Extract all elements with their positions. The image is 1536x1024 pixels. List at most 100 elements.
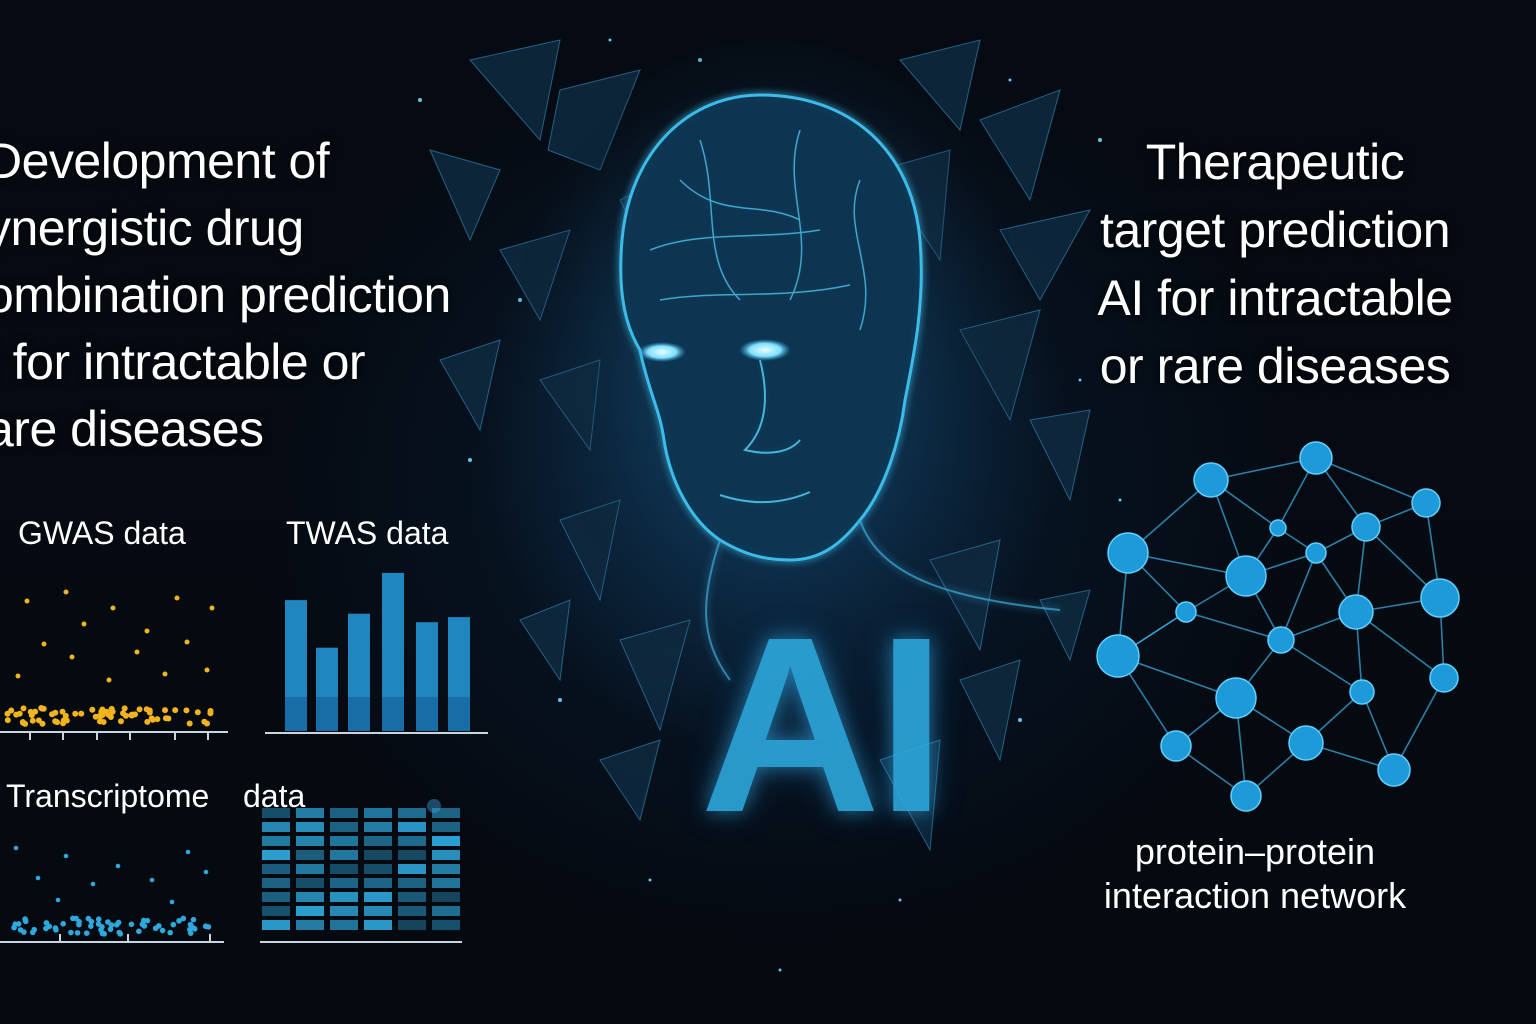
transcriptome-point: [60, 920, 66, 927]
gwas-point: [52, 718, 59, 725]
gwas-point: [144, 718, 151, 725]
gwas-point: [99, 706, 106, 713]
transcriptome-point: [68, 929, 74, 936]
transcriptome-point: [52, 925, 59, 931]
network-node: [1299, 441, 1333, 475]
transcriptome-point: [99, 924, 105, 930]
transcriptome-point: [203, 869, 209, 875]
gwas-point: [16, 710, 23, 717]
transcriptome-point: [63, 853, 69, 859]
gwas-point: [41, 641, 47, 647]
gwas-point: [69, 654, 75, 660]
gwas-point: [120, 710, 127, 717]
transcriptome-point: [85, 915, 92, 922]
heatmap-cell: [432, 906, 460, 916]
network-node: [1269, 519, 1287, 537]
transcriptome-point: [55, 897, 61, 903]
gwas-point: [146, 709, 153, 716]
transcriptome-point: [31, 926, 38, 933]
heatmap-cell: [398, 822, 426, 832]
heatmap-cell: [296, 906, 324, 916]
transcriptome-point: [159, 927, 166, 934]
heatmap-cell: [398, 864, 426, 874]
left-title-line: I for intractable or: [0, 334, 366, 390]
gwas-point: [72, 710, 79, 717]
network-node: [1215, 677, 1257, 719]
right-title-line: AI for intractable: [1097, 270, 1453, 326]
heatmap-cell: [296, 836, 324, 846]
ppi-network: [1096, 441, 1460, 812]
transcriptome-point: [83, 930, 90, 936]
transcriptome-point: [149, 877, 155, 883]
left-title-line: ombination prediction: [0, 267, 451, 323]
heatmap-cell: [330, 906, 358, 916]
gwas-point: [15, 673, 21, 679]
transcriptome-label: Transcriptome: [6, 778, 210, 814]
transcriptome-point: [190, 916, 197, 923]
transcriptome-point: [170, 921, 177, 928]
transcriptome-heatmap: [260, 799, 462, 943]
network-node: [1349, 679, 1375, 705]
network-node: [1160, 730, 1192, 762]
heatmap-cell: [330, 878, 358, 888]
heatmap-cell: [262, 878, 290, 888]
transcriptome-point: [101, 931, 107, 937]
heatmap-cell: [364, 906, 392, 916]
transcriptome-point: [13, 845, 19, 851]
heatmap-cell: [296, 892, 324, 902]
heatmap-cell: [262, 850, 290, 860]
network-node: [1193, 462, 1229, 498]
gwas-point: [174, 595, 180, 601]
heatmap-cell: [364, 878, 392, 888]
heatmap-cell: [330, 808, 358, 818]
twas-label: TWAS data: [286, 515, 449, 551]
gwas-point: [117, 718, 124, 725]
heatmap-cell: [330, 892, 358, 902]
transcriptome-point: [189, 924, 195, 930]
network-node: [1305, 542, 1327, 564]
network-edge: [1185, 611, 1282, 641]
twas-bar-base: [316, 697, 338, 731]
heatmap-cell: [398, 920, 426, 930]
right-title-line: target prediction: [1099, 202, 1451, 258]
heatmap-cell: [432, 864, 460, 874]
transcriptome-point: [167, 929, 173, 936]
heatmap-cell: [432, 920, 460, 930]
heatmap-cell: [364, 864, 392, 874]
transcriptome-data-label: data: [243, 778, 306, 814]
heatmap-cell: [330, 836, 358, 846]
heatmap-cell: [296, 864, 324, 874]
gwas-point: [110, 605, 116, 611]
network-node: [1225, 555, 1267, 597]
ai-head: [619, 93, 1061, 681]
network-edge: [1393, 677, 1445, 771]
transcriptome-point: [12, 921, 19, 928]
transcriptome-point: [95, 916, 102, 923]
heatmap-cell: [432, 836, 460, 846]
heatmap-cell: [296, 878, 324, 888]
transcriptome-point: [169, 899, 175, 905]
gwas-point: [207, 710, 214, 717]
transcriptome-scatter-chart: [0, 845, 224, 943]
network-node: [1175, 601, 1197, 623]
gwas-point: [22, 720, 29, 727]
network-node: [1411, 488, 1441, 518]
gwas-point: [162, 715, 169, 722]
transcriptome-point: [88, 923, 94, 929]
heatmap-cell: [296, 808, 324, 818]
network-node: [1420, 578, 1460, 618]
gwas-point: [194, 709, 201, 716]
twas-bar-base: [448, 697, 470, 731]
twas-chart: [265, 572, 488, 734]
heatmap-cell: [398, 850, 426, 860]
heatmap-cell: [364, 850, 392, 860]
gwas-point: [121, 705, 128, 712]
network-node: [1107, 532, 1149, 574]
gwas-point: [32, 708, 39, 715]
gwas-point: [154, 716, 161, 723]
gwas-point: [4, 717, 11, 724]
gwas-point: [204, 667, 210, 673]
gwas-chart: [0, 589, 228, 740]
network-node: [1096, 634, 1140, 678]
network-edge: [1210, 457, 1317, 481]
